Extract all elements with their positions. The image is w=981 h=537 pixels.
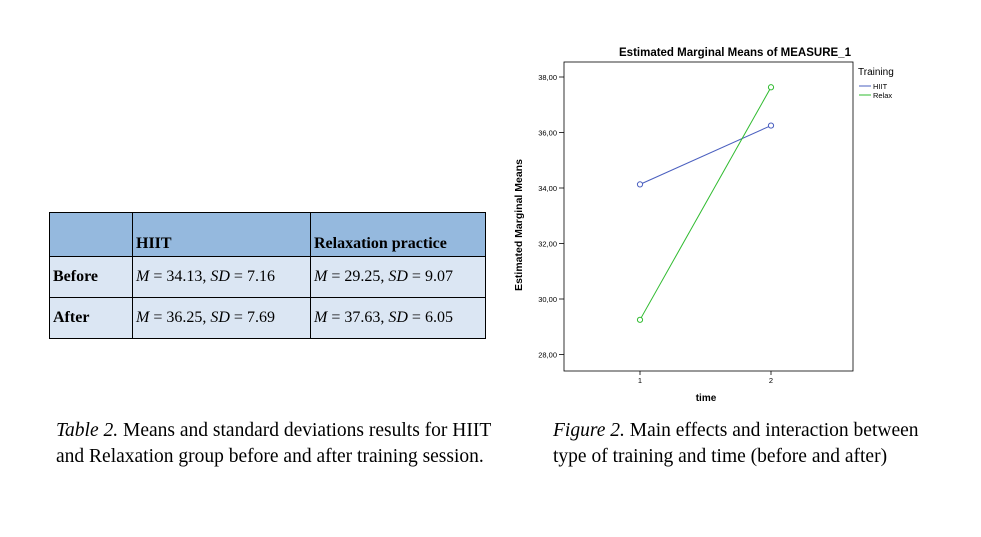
table-caption-label: Table 2. [56,420,119,441]
series-line-relax [639,87,772,321]
cell-relax-after: M = 37.63, SD = 6.05 [310,297,486,339]
table-row: After M = 36.25, SD = 7.69 M = 37.63, SD… [49,297,486,339]
data-point-relax [767,84,775,91]
cell-hiit-after: M = 36.25, SD = 7.69 [132,297,311,339]
y-tick-label: 32,00 [538,240,557,249]
chart-title: Estimated Marginal Means of MEASURE_1 [619,47,852,59]
means-table: HIIT Relaxation practice Before M = 34.1… [49,212,486,339]
table-row: Before M = 34.13, SD = 7.16 M = 29.25, S… [49,256,486,298]
row-label-after: After [49,297,133,339]
figure-caption: Figure 2. Main effects and interaction b… [553,418,953,470]
cell-hiit-before: M = 34.13, SD = 7.16 [132,256,311,298]
y-tick-label: 38,00 [538,73,557,82]
legend-label-relax: Relax [873,91,892,100]
table-caption: Table 2. Means and standard deviations r… [56,418,516,470]
x-tick-label: 2 [769,376,773,385]
x-axis-label: time [696,393,717,404]
data-point-hiit [636,181,644,188]
y-axis-label: Estimated Marginal Means [513,159,525,291]
y-tick-label: 28,00 [538,351,557,360]
y-tick-label: 36,00 [538,129,557,138]
legend-label-hiit: HIIT [873,82,888,91]
cell-relax-before: M = 29.25, SD = 9.07 [310,256,486,298]
header-relaxation: Relaxation practice [310,212,486,257]
figure-caption-text: Main effects and interaction between typ… [553,420,919,467]
figure-caption-label: Figure 2. [553,420,625,441]
data-point-relax [636,316,644,323]
x-tick-label: 1 [638,376,642,385]
y-tick-label: 34,00 [538,184,557,193]
series-line-hiit [639,125,772,185]
data-point-hiit [767,122,775,129]
legend-title: Training [858,67,894,78]
plot-frame [563,61,854,372]
y-tick-label: 30,00 [538,295,557,304]
table-caption-text: Means and standard deviations results fo… [56,420,491,467]
